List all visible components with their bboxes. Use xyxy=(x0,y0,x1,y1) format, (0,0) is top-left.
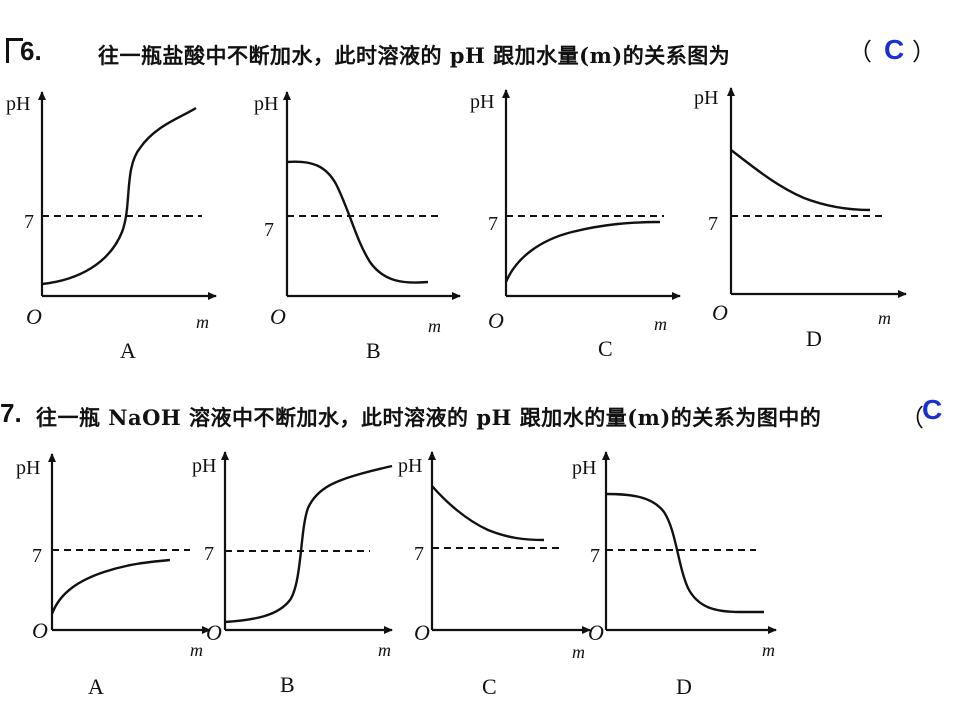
y-axis-label: pH xyxy=(572,457,596,479)
origin-label: O xyxy=(206,620,222,645)
q7-graph-a: pH 7 O m A xyxy=(16,453,211,699)
q7-graph-b: pH 7 O m B xyxy=(192,451,393,697)
origin-label: O xyxy=(26,304,42,329)
graph-option-label: B xyxy=(366,338,381,363)
graph-option-label: D xyxy=(806,326,822,351)
ph7-tick-label: 7 xyxy=(204,543,214,565)
q6-paren-open: （ xyxy=(848,38,872,66)
q6-answer: C xyxy=(884,34,905,65)
origin-label: O xyxy=(414,620,430,645)
graph-option-label: C xyxy=(482,674,497,699)
graph-option-label: A xyxy=(88,674,104,699)
x-axis-label: m xyxy=(378,640,391,660)
y-axis-label: pH xyxy=(470,91,494,113)
graph-option-label: B xyxy=(280,672,295,697)
corner-mark xyxy=(6,38,23,63)
origin-label: O xyxy=(270,304,286,329)
q6-number: 6. xyxy=(20,36,42,66)
ph-curve xyxy=(605,492,764,614)
y-axis-label: pH xyxy=(192,455,216,477)
x-axis-label: m xyxy=(428,316,441,336)
q6-question-text: 往一瓶盐酸中不断加水，此时溶液的 pH 跟加水量(m)的关系图为 xyxy=(98,43,731,68)
x-axis-label: m xyxy=(762,640,775,660)
q6-graph-c: pH 7 O m C xyxy=(470,89,681,361)
graph-option-label: A xyxy=(120,338,136,363)
ph-curve xyxy=(41,106,197,286)
origin-label: O xyxy=(488,308,504,333)
ph7-tick-label: 7 xyxy=(32,545,42,567)
y-axis-label: pH xyxy=(16,457,40,479)
ph7-tick-label: 7 xyxy=(414,543,424,565)
y-axis-label: pH xyxy=(6,93,30,115)
q6-paren-close: ） xyxy=(912,38,936,66)
q7-answer: C xyxy=(922,394,943,425)
ph-curve xyxy=(224,464,393,624)
y-axis-label: pH xyxy=(254,93,278,115)
origin-label: O xyxy=(32,618,48,643)
ph7-tick-label: 7 xyxy=(590,545,600,567)
ph7-tick-label: 7 xyxy=(708,213,718,235)
x-axis-label: m xyxy=(196,312,209,332)
q7-number: 7. xyxy=(0,398,22,428)
ph-curve xyxy=(431,485,545,542)
q7-paren-open: （ xyxy=(900,404,924,432)
q6-graph-a: pH 7 O m A xyxy=(6,91,217,363)
x-axis-label: m xyxy=(572,642,585,662)
graph-option-label: D xyxy=(676,674,692,699)
x-axis-label: m xyxy=(878,308,891,328)
x-axis-label: m xyxy=(654,314,667,334)
ph-curve xyxy=(286,160,429,284)
ph-curve xyxy=(50,558,171,615)
origin-label: O xyxy=(588,620,604,645)
y-axis-label: pH xyxy=(398,455,422,477)
q7-graph-d: pH 7 O m D xyxy=(572,451,777,699)
y-axis-label: pH xyxy=(694,87,718,109)
ph7-tick-label: 7 xyxy=(24,211,34,233)
x-axis-label: m xyxy=(190,640,203,660)
ph7-tick-label: 7 xyxy=(488,213,498,235)
q6-graph-d: pH 7 O m D xyxy=(694,87,907,351)
q7-graph-c: pH 7 O m C xyxy=(398,451,591,699)
graph-option-label: C xyxy=(598,336,613,361)
ph-curve xyxy=(504,220,661,283)
q6-graph-b: pH 7 O m B xyxy=(254,91,461,363)
q7-question-text: 往一瓶 NaOH 溶液中不断加水，此时溶液的 pH 跟加水的量(m)的关系为图中… xyxy=(36,405,822,430)
ph7-tick-label: 7 xyxy=(264,219,274,241)
ph-curve xyxy=(730,149,871,212)
origin-label: O xyxy=(712,300,728,325)
